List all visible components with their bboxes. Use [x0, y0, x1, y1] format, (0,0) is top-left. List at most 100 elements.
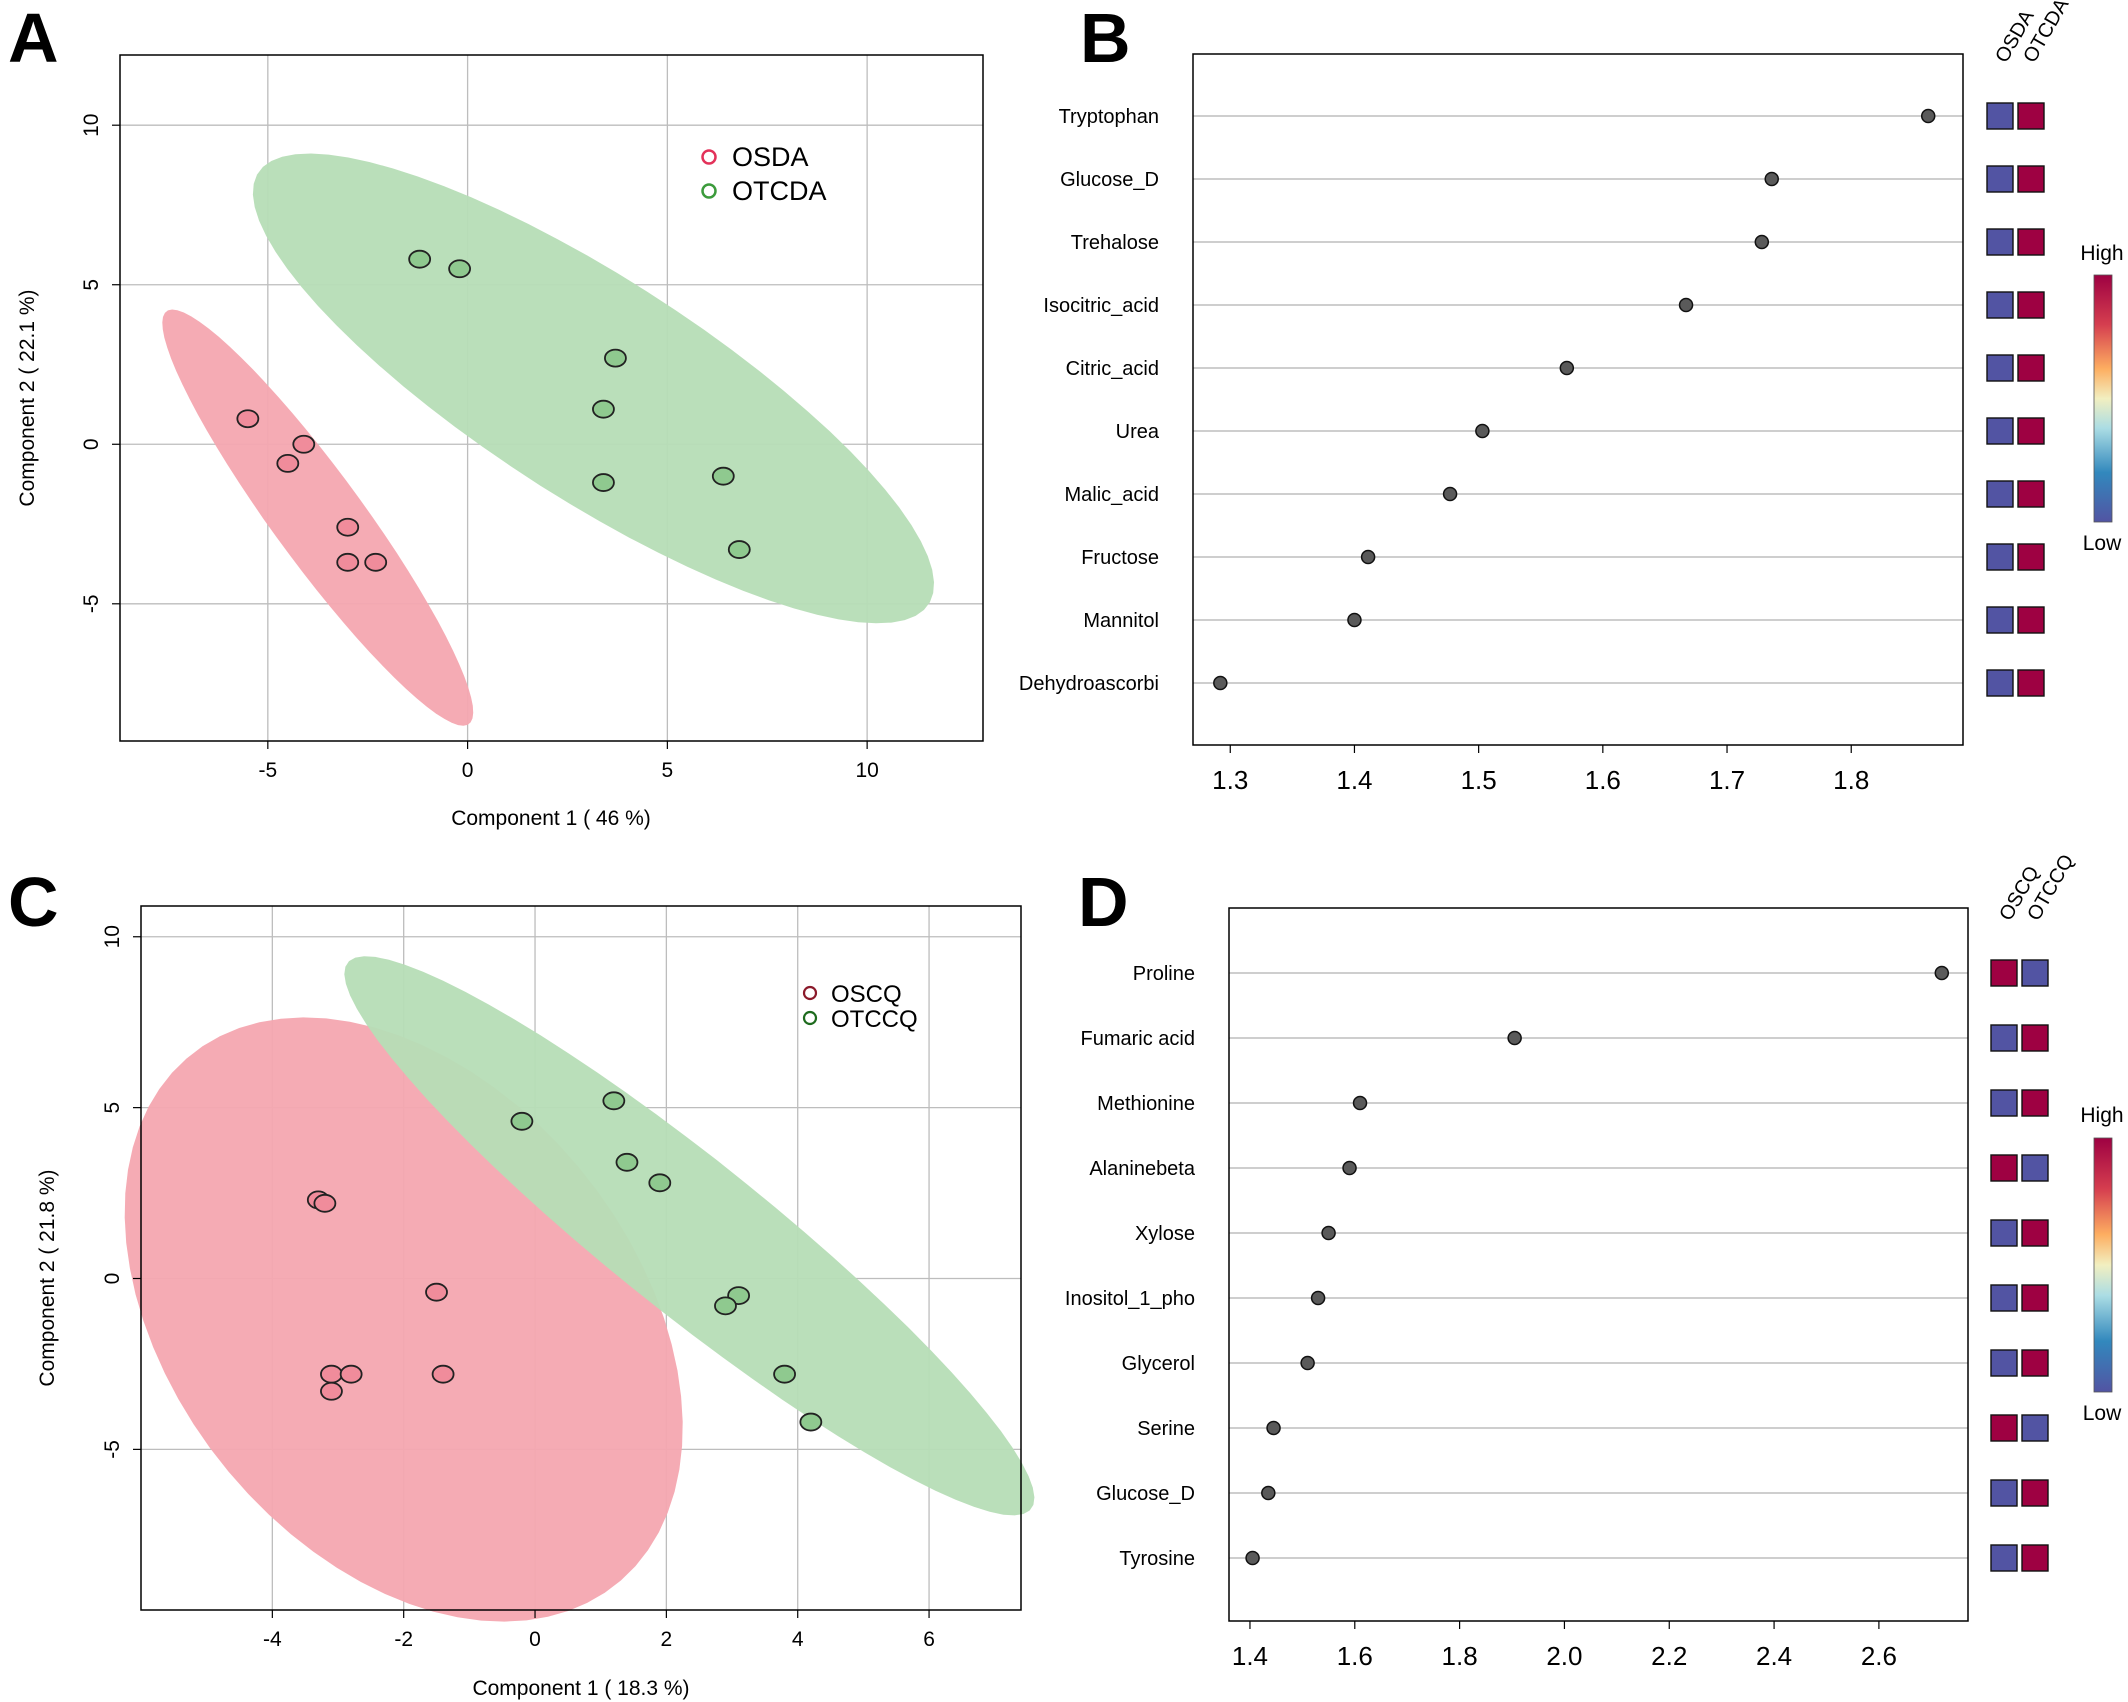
- heatmap-cell-low: [1990, 1284, 2018, 1312]
- y-tick-label: 0: [80, 438, 103, 450]
- heatmap-cell-low: [2021, 959, 2049, 987]
- legend-marker-osda: [701, 149, 717, 165]
- vip-score-point: [1321, 1225, 1336, 1241]
- panel-a-legend: OSDA OTCDA: [701, 142, 827, 206]
- y-tick-label: 0: [101, 1273, 124, 1285]
- heatmap-cell-high: [2017, 480, 2045, 508]
- x-tick-label: 1.4: [1336, 765, 1372, 795]
- panel-b-frame: [1192, 53, 1964, 746]
- x-tick-label: -2: [394, 1628, 413, 1651]
- vip-score-point: [1442, 486, 1458, 502]
- vip-score-point: [1920, 108, 1936, 124]
- data-point-oscq: [320, 1364, 343, 1384]
- confidence-ellipse-otcda: [252, 153, 934, 624]
- panel-b-feature-rows: Tryptophan Glucose_D Trehalose Isocitric_ac…: [1019, 106, 1963, 695]
- y-tick-label: -5: [101, 1440, 124, 1459]
- x-tick-label: 2: [661, 1628, 673, 1651]
- feature-label: Citric_acid: [1066, 358, 1159, 380]
- feature-label: Serine: [1137, 1418, 1195, 1440]
- data-point-oscq: [431, 1364, 455, 1384]
- data-point-otccq: [510, 1111, 534, 1131]
- panel-b-vip-plot: Tryptophan Glucose_D Trehalose Isocitric_ac…: [1019, 0, 2124, 795]
- heatmap-cell-high: [1990, 1414, 2018, 1442]
- data-point-otcda: [408, 249, 432, 269]
- vip-score-point: [1266, 1420, 1281, 1436]
- heatmap-cell-low: [1990, 1024, 2018, 1052]
- heatmap-cell-high: [2021, 1284, 2049, 1312]
- panel-b-scale-low: Low: [2083, 532, 2122, 555]
- vip-score-point: [1559, 360, 1575, 376]
- heatmap-cell-low: [1986, 102, 2014, 130]
- x-tick-label: 1.8: [1442, 1641, 1478, 1671]
- vip-score-point: [1310, 1290, 1326, 1306]
- feature-label: Glucose_D: [1060, 169, 1159, 191]
- data-point-otccq: [602, 1091, 626, 1111]
- feature-label: Proline: [1133, 963, 1195, 985]
- heatmap-cell-low: [1990, 1089, 2018, 1117]
- vip-score-point: [1261, 1485, 1276, 1501]
- heatmap-cell-high: [1990, 959, 2018, 987]
- heatmap-cell-low: [2021, 1154, 2049, 1182]
- feature-label: Glycerol: [1122, 1353, 1195, 1375]
- panel-d-feature-rows: Proline Fumaric acid Methionine Alaninebeta…: [1065, 963, 1968, 1570]
- panel-d-scale-low: Low: [2083, 1402, 2122, 1425]
- x-tick-label: 1.6: [1337, 1641, 1373, 1671]
- data-point-otccq: [799, 1412, 823, 1432]
- heatmap-cell-high: [2017, 543, 2045, 571]
- heatmap-cell-low: [1990, 1544, 2018, 1572]
- data-point-osda: [292, 434, 316, 454]
- panel-c-x-axis-title: Component 1 ( 18.3 %): [472, 1677, 689, 1700]
- panel-c-points: [306, 1091, 823, 1432]
- legend-marker-oscq: [802, 985, 818, 1001]
- x-tick-label: 10: [855, 759, 878, 782]
- legend-marker-otccq: [802, 1010, 818, 1026]
- x-tick-label: 4: [792, 1628, 804, 1651]
- x-tick-label: 1.4: [1232, 1641, 1268, 1671]
- panel-letter-c: C: [8, 863, 59, 941]
- x-tick-label: 0: [529, 1628, 541, 1651]
- x-tick-label: 1.3: [1212, 765, 1248, 795]
- data-point-osda: [364, 552, 388, 572]
- x-tick-label: 6: [923, 1628, 935, 1651]
- feature-label: Urea: [1116, 421, 1160, 443]
- panel-d-frame: [1228, 907, 1969, 1622]
- data-point-osda: [276, 454, 300, 473]
- data-point-oscq: [320, 1381, 343, 1401]
- x-tick-label: 0: [462, 759, 474, 782]
- x-tick-label: 2.4: [1756, 1641, 1792, 1671]
- heatmap-cell-low: [1986, 543, 2014, 571]
- heatmap-cell-low: [1986, 417, 2014, 445]
- heatmap-cell-high: [2017, 165, 2045, 193]
- panel-c-pca-plot: -4 -2 0 2 4 6 10 5 0 -5 Component 1 ( 18.3 %) Co…: [36, 905, 1035, 1700]
- vip-score-point: [1475, 423, 1490, 439]
- y-tick-label: 5: [80, 279, 103, 291]
- panel-a-x-axis-title: Component 1 ( 46 %): [451, 807, 651, 830]
- heatmap-cell-high: [2017, 417, 2045, 445]
- y-tick-label: 10: [80, 114, 103, 137]
- x-tick-label: 5: [662, 759, 674, 782]
- panel-letter-b: B: [1080, 0, 1131, 77]
- panel-d-x-ticks: 1.4 1.6 1.8 2.0 2.2 2.4 2.6: [1232, 1621, 1897, 1671]
- data-point-otcda: [604, 348, 627, 368]
- feature-label: Malic_acid: [1065, 484, 1159, 506]
- heatmap-cell-high: [2021, 1219, 2049, 1247]
- panel-c-y-ticks: 10 5 0 -5: [101, 925, 141, 1459]
- feature-label: Tryptophan: [1059, 106, 1159, 128]
- data-point-oscq: [339, 1364, 363, 1384]
- x-tick-label: 2.2: [1651, 1641, 1687, 1671]
- heatmap-cell-low: [1986, 165, 2014, 193]
- y-tick-label: -5: [80, 594, 103, 613]
- panel-d-color-scale: [2093, 1137, 2113, 1393]
- panel-c-frame: [140, 905, 1022, 1611]
- data-point-oscq: [313, 1193, 337, 1213]
- panel-a-frame: [119, 54, 984, 742]
- feature-label: Mannitol: [1083, 610, 1159, 632]
- data-point-otccq: [714, 1296, 737, 1316]
- panel-a-ellipses: [162, 153, 934, 726]
- legend-marker-otcda: [701, 183, 717, 199]
- data-point-oscq: [425, 1282, 448, 1302]
- vip-score-point: [1300, 1355, 1315, 1371]
- feature-label: Xylose: [1135, 1223, 1195, 1245]
- vip-score-point: [1507, 1030, 1522, 1046]
